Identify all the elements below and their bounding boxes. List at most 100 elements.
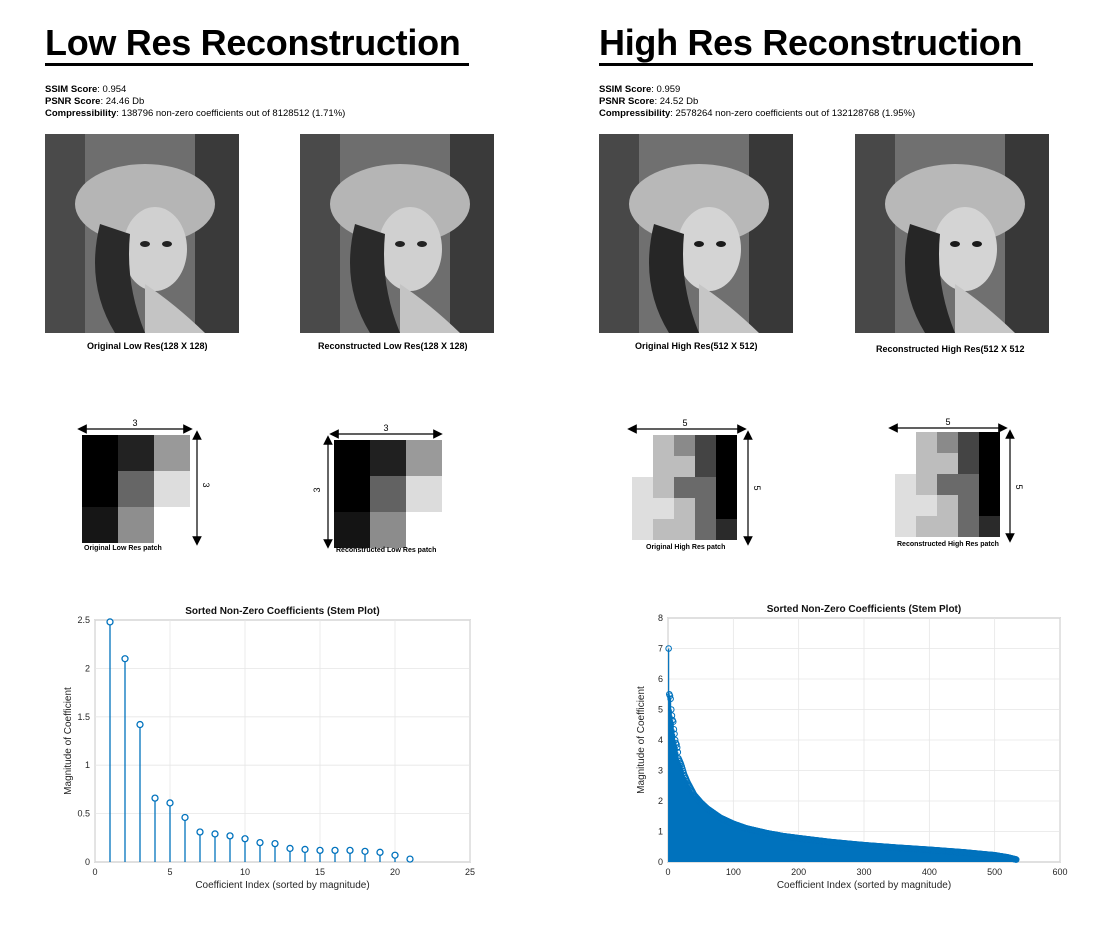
patch-cell xyxy=(334,440,370,476)
y-tick-label: 1.5 xyxy=(77,712,90,722)
high-compressibility-line: Compressibility: 2578264 non-zero coeffi… xyxy=(599,108,916,119)
patch-cell xyxy=(916,432,937,453)
patch-cell xyxy=(154,435,190,471)
stem-marker xyxy=(121,655,129,663)
patch-cell xyxy=(937,474,958,495)
patch-cell xyxy=(916,453,937,474)
patch-cell xyxy=(82,435,118,471)
patch-cell xyxy=(674,519,695,540)
patch-cell xyxy=(632,435,653,456)
x-tick-label: 300 xyxy=(856,867,871,877)
reconstructed-high-res-patch: 5 5 xyxy=(888,417,1024,543)
patch-cell xyxy=(674,456,695,477)
patch-cell xyxy=(370,512,406,548)
stem-marker xyxy=(670,726,678,733)
patch-cell xyxy=(916,516,937,537)
patch-cell xyxy=(370,440,406,476)
stem-marker xyxy=(667,706,675,713)
stem-marker xyxy=(391,851,399,859)
patch-cell xyxy=(979,432,1000,453)
x-axis-label: Coefficient Index (sorted by magnitude) xyxy=(195,880,369,891)
patch-cell xyxy=(916,495,937,516)
patch-cell xyxy=(406,440,442,476)
patch-cell xyxy=(895,474,916,495)
stem-marker xyxy=(181,813,189,822)
portrait-graphic xyxy=(45,134,239,333)
stem-marker xyxy=(671,736,679,744)
y-axis-label: Magnitude of Coefficient xyxy=(63,687,74,795)
patch-cell xyxy=(716,435,737,456)
x-tick-label: 0 xyxy=(92,867,97,877)
patch-cell xyxy=(958,474,979,495)
x-tick-label: 400 xyxy=(922,867,937,877)
y-tick-label: 2.5 xyxy=(77,615,90,625)
patch-cell xyxy=(937,432,958,453)
stem-marker xyxy=(673,741,680,748)
patch-cell xyxy=(632,477,653,498)
patch-cell xyxy=(958,495,979,516)
stem-marker xyxy=(256,838,264,847)
stem-marker xyxy=(667,695,674,703)
patch-cell xyxy=(674,477,695,498)
stem-marker xyxy=(669,718,677,725)
patch-cell xyxy=(334,512,370,548)
y-tick-label: 1 xyxy=(85,760,90,770)
x-axis-label: Coefficient Index (sorted by magnitude) xyxy=(777,880,951,891)
stem-marker xyxy=(271,839,279,848)
low-res-title-underline xyxy=(45,63,469,66)
stem-marker xyxy=(166,799,174,807)
stem-marker xyxy=(671,730,678,738)
x-tick-label: 20 xyxy=(390,867,400,877)
patch-cell xyxy=(895,495,916,516)
reconstructed-low-res-patch: 3 3 xyxy=(312,423,443,549)
y-tick-label: 4 xyxy=(658,735,663,745)
x-tick-label: 10 xyxy=(240,867,250,877)
patch-cell xyxy=(695,519,716,540)
patch-cell xyxy=(653,435,674,456)
reconstructed-low-res-caption: Reconstructed Low Res(128 X 128) xyxy=(318,341,468,351)
patch-cell xyxy=(118,435,154,471)
portrait-graphic xyxy=(855,134,1049,333)
stem-marker xyxy=(1012,856,1020,863)
y-tick-label: 0.5 xyxy=(77,809,90,819)
y-tick-label: 0 xyxy=(658,857,663,867)
patch-cell xyxy=(895,453,916,474)
patch-cell xyxy=(979,474,1000,495)
patch-cell xyxy=(653,498,674,519)
patch-cell xyxy=(695,477,716,498)
x-tick-label: 0 xyxy=(665,867,670,877)
x-tick-label: 25 xyxy=(465,867,475,877)
portrait-graphic xyxy=(300,134,494,333)
patch-cell xyxy=(937,516,958,537)
high-res-stats: SSIM Score: 0.959 PSNR Score: 24.52 Db C… xyxy=(599,84,915,120)
stem-marker xyxy=(361,847,369,856)
x-tick-label: 5 xyxy=(167,867,172,877)
reconstructed-high-res-image xyxy=(855,134,1049,333)
stem-marker xyxy=(376,848,384,856)
patch-grid xyxy=(895,432,1000,537)
patch-cell xyxy=(370,476,406,512)
low-psnr-line: PSNR Score: 24.46 Db xyxy=(45,96,145,107)
high-res-title: High Res Reconstruction xyxy=(599,22,1023,63)
stem-marker xyxy=(674,748,682,756)
patch-cell xyxy=(406,476,442,512)
original-low-res-patch: 3 3 xyxy=(77,418,211,546)
low-res-stats: SSIM Score: 0.954 PSNR Score: 24.46 Db C… xyxy=(45,84,345,120)
original-high-res-image xyxy=(599,134,793,333)
patch-cell xyxy=(958,516,979,537)
patch-cell xyxy=(154,471,190,507)
patch-cell xyxy=(406,512,442,548)
patch-cell xyxy=(632,519,653,540)
stem-marker xyxy=(211,830,219,838)
patch-cell xyxy=(653,519,674,540)
stem-marker xyxy=(673,744,681,751)
patch-width-label: 5 xyxy=(682,418,687,428)
x-tick-label: 600 xyxy=(1052,867,1067,877)
patch-cell xyxy=(716,456,737,477)
patch-cell xyxy=(958,432,979,453)
stem-marker xyxy=(316,846,324,855)
stem-marker xyxy=(301,845,309,854)
patch-cell xyxy=(937,453,958,474)
stem-marker xyxy=(665,645,672,652)
original-low-res-patch-caption: Original Low Res patch xyxy=(84,545,162,552)
